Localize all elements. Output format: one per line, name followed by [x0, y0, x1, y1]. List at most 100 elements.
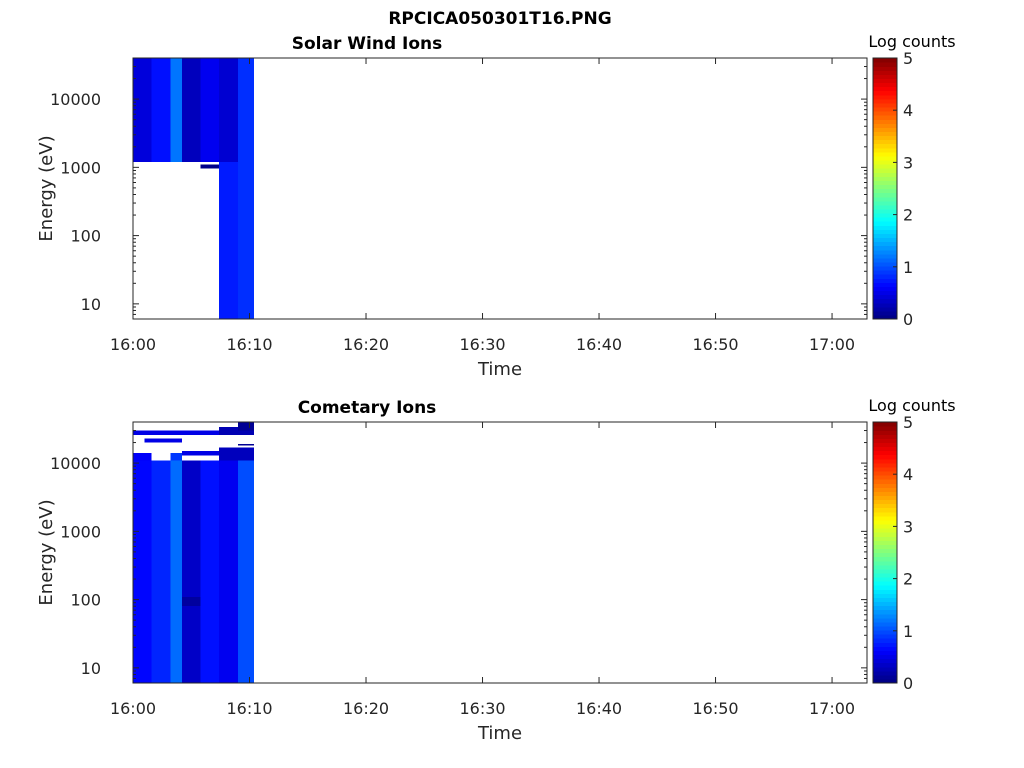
axes-frame: [132, 421, 868, 684]
colorbar-segment: [873, 572, 897, 578]
spectrogram-cell: [237, 422, 255, 431]
plot-area: [133, 422, 867, 683]
colorbar-segment: [873, 470, 897, 476]
spectrogram-cell: [200, 164, 220, 169]
spectrogram-cell: [170, 453, 182, 461]
colorbar-segment: [873, 475, 897, 480]
colorbar-tick-label: 1: [903, 258, 913, 277]
colorbar-segment: [873, 237, 897, 243]
colorbar-segment: [873, 458, 897, 464]
colorbar-segment: [873, 200, 897, 206]
colorbar-segment: [873, 278, 897, 283]
colorbar-segment: [873, 290, 897, 296]
spectrogram-cell: [200, 58, 220, 162]
colorbar-segment: [873, 666, 897, 672]
spectrogram-cell: [219, 447, 255, 461]
colorbar-segment: [873, 638, 897, 643]
cometary-ions-panel: 16:00 16:10 16:20 16:30 16:40 16:50 17:0010100…: [36, 396, 956, 744]
colorbar-segment: [873, 131, 897, 137]
y-tick-label: 100: [70, 227, 101, 246]
colorbar-segment: [873, 180, 897, 186]
colorbar-segment: [873, 658, 897, 664]
colorbar-tick-label: 4: [903, 101, 913, 120]
colorbar-segment: [873, 221, 897, 226]
spectrogram-cell: [181, 460, 201, 683]
spectrogram-cell: [181, 596, 201, 607]
colorbar-tick-label: 5: [903, 413, 913, 432]
colorbar-segment: [873, 245, 897, 251]
x-tick-label: 16:30: [459, 699, 505, 718]
spectrogram-cell: [144, 438, 182, 443]
colorbar-segment: [873, 119, 897, 124]
plot-area: [133, 58, 867, 319]
colorbar-segment: [873, 454, 897, 460]
colorbar-tick-label: 2: [903, 206, 913, 225]
colorbar-segment: [873, 662, 897, 668]
colorbar-segment: [873, 442, 897, 448]
colorbar-segment: [873, 192, 897, 198]
colorbar-segment: [873, 257, 897, 263]
y-axis-label: Energy (eV): [36, 135, 57, 241]
colorbar-tick-label: 0: [903, 674, 913, 693]
x-tick-label: 16:50: [692, 699, 738, 718]
colorbar-segment: [873, 143, 897, 149]
y-tick-label: 10000: [50, 90, 101, 109]
colorbar-segment: [873, 515, 897, 521]
colorbar-segment: [873, 302, 897, 308]
spectrogram-cell: [133, 430, 220, 435]
spectrogram-cell: [219, 161, 238, 319]
colorbar-segment: [873, 86, 897, 92]
x-tick-label: 16:50: [692, 335, 738, 354]
colorbar-segment: [873, 548, 897, 554]
axes-frame: [132, 57, 868, 320]
y-tick-label: 10: [81, 659, 101, 678]
spectrogram-cell: [133, 460, 152, 683]
colorbar-segment: [873, 613, 897, 619]
colorbar-segment: [873, 70, 897, 75]
colorbar-segment: [873, 106, 897, 112]
y-axis-label: Energy (eV): [36, 499, 57, 605]
colorbar-segment: [873, 306, 897, 312]
colorbar-segment: [873, 678, 897, 684]
figure-title: RPCICA050301T16.PNG: [388, 9, 611, 29]
colorbar-segment: [873, 62, 897, 67]
colorbar-segment: [873, 650, 897, 656]
colorbar-segment: [873, 585, 897, 590]
colorbar-segment: [873, 487, 897, 492]
colorbar-segment: [873, 532, 897, 537]
colorbar-segment: [873, 241, 897, 247]
colorbar-segment: [873, 265, 897, 271]
colorbar-segment: [873, 434, 897, 439]
colorbar-segment: [873, 188, 897, 194]
colorbar-segment: [873, 605, 897, 611]
x-axis-label: Time: [477, 359, 522, 380]
colorbar-segment: [873, 94, 897, 100]
colorbar-segment: [873, 495, 897, 501]
colorbar-segment: [873, 511, 897, 517]
colorbar-segment: [873, 422, 897, 427]
colorbar-segment: [873, 184, 897, 190]
spectrogram-cell: [219, 58, 238, 162]
colorbar-segment: [873, 217, 897, 222]
colorbar-segment: [873, 298, 897, 304]
y-tick-label: 10000: [50, 454, 101, 473]
colorbar-segment: [873, 499, 897, 505]
colorbar-tick-label: 4: [903, 465, 913, 484]
x-tick-label: 16:00: [110, 335, 156, 354]
colorbar-segment: [873, 560, 897, 566]
colorbar-segment: [873, 479, 897, 484]
spectrogram-cell: [219, 426, 255, 435]
colorbar-segment: [873, 523, 897, 529]
colorbar-segment: [873, 212, 897, 218]
colorbar-segment: [873, 593, 897, 598]
colorbar-segment: [873, 576, 897, 582]
colorbar-segment: [873, 229, 897, 234]
colorbar-segment: [873, 286, 897, 292]
colorbar-segment: [873, 66, 897, 71]
colorbar-segment: [873, 82, 897, 88]
colorbar-segment: [873, 646, 897, 651]
colorbar-segment: [873, 249, 897, 255]
colorbar-tick-label: 0: [903, 310, 913, 329]
colorbar-segment: [873, 164, 897, 169]
colorbar-segment: [873, 151, 897, 157]
